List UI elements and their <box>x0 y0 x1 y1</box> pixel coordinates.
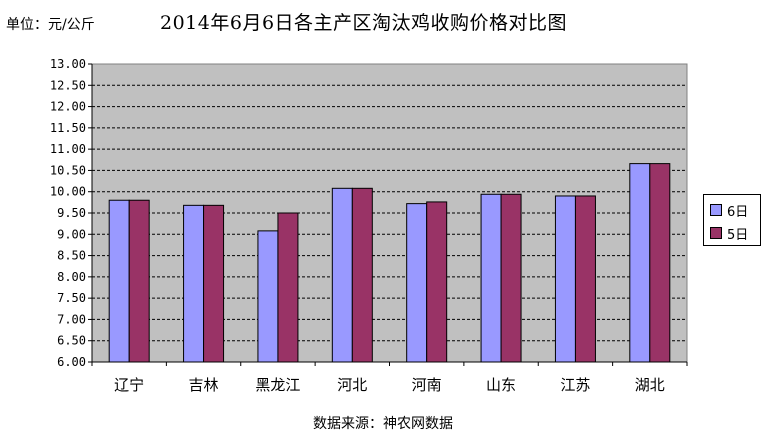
legend-swatch-6 <box>710 204 722 216</box>
x-tick-label: 吉林 <box>189 376 219 394</box>
bar-6-0 <box>108 199 130 363</box>
bar-5-4 <box>426 201 448 363</box>
x-tick-label: 江苏 <box>560 376 590 394</box>
y-tick-label: 11.50 <box>50 121 86 135</box>
legend-item-6: 6日 <box>710 201 749 220</box>
bar-5-5 <box>500 193 522 363</box>
bar-6-1 <box>183 204 205 363</box>
y-tick-label: 12.00 <box>50 100 86 114</box>
legend-label-5: 5日 <box>727 227 749 243</box>
x-tick-label: 河北 <box>337 376 367 394</box>
y-tick-label: 9.00 <box>57 227 86 241</box>
legend-label-6: 6日 <box>727 204 749 220</box>
y-tick-label: 10.50 <box>50 163 86 177</box>
x-tick-label: 湖北 <box>635 376 665 394</box>
y-tick-label: 9.50 <box>57 206 86 220</box>
bar-5-0 <box>128 199 150 363</box>
bar-6-7 <box>629 163 651 363</box>
bar-5-2 <box>277 212 299 363</box>
x-tick-label: 辽宁 <box>114 376 144 394</box>
y-tick-label: 8.00 <box>57 270 86 284</box>
x-tick-label: 山东 <box>486 376 516 394</box>
chart-title: 2014年6月6日各主产区淘汰鸡收购价格对比图 <box>160 12 568 34</box>
bar-5-3 <box>351 187 373 363</box>
y-tick-label: 7.00 <box>57 312 86 326</box>
x-tick-label: 黑龙江 <box>255 376 300 394</box>
bar-6-4 <box>406 203 428 363</box>
unit-label: 单位：元/公斤 <box>6 17 95 33</box>
x-tick-label: 河南 <box>412 376 442 394</box>
bar-6-5 <box>480 193 502 363</box>
bar-6-6 <box>554 195 576 363</box>
y-tick-label: 7.50 <box>57 291 86 305</box>
bar-5-7 <box>649 163 671 363</box>
y-tick-label: 6.50 <box>57 334 86 348</box>
bar-6-2 <box>257 230 279 363</box>
legend-swatch-5 <box>710 227 722 239</box>
bar-6-3 <box>331 187 353 363</box>
bar-5-6 <box>574 195 596 363</box>
y-tick-label: 11.00 <box>50 142 86 156</box>
bar-5-1 <box>203 204 225 363</box>
y-tick-label: 10.00 <box>50 185 86 199</box>
y-tick-label: 6.00 <box>57 355 86 369</box>
legend: 6日 5日 <box>703 194 761 246</box>
legend-item-5: 5日 <box>710 224 749 243</box>
y-tick-label: 13.00 <box>50 57 86 71</box>
data-source: 数据来源：神农网数据 <box>313 416 453 432</box>
y-tick-label: 12.50 <box>50 78 86 92</box>
y-tick-label: 8.50 <box>57 249 86 263</box>
